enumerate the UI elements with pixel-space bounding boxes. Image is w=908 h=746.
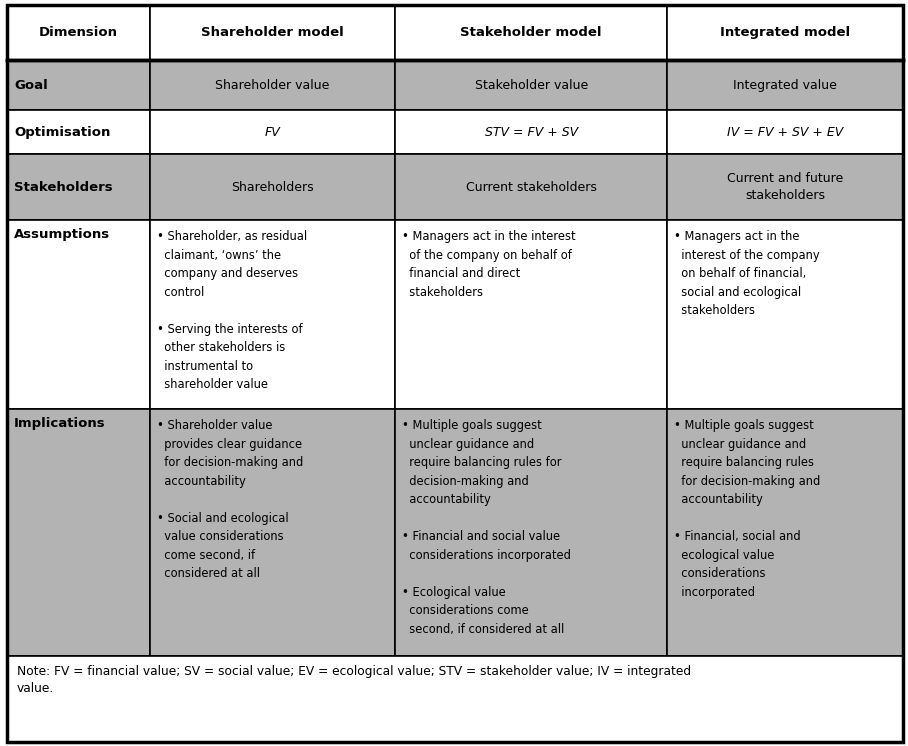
Text: Assumptions: Assumptions	[14, 228, 110, 241]
Bar	[667, 220, 903, 410]
Text: FV: FV	[265, 126, 281, 139]
Bar	[667, 110, 903, 154]
Text: STV = FV + SV: STV = FV + SV	[485, 126, 577, 139]
Text: • Shareholder value
  provides clear guidance
  for decision-making and
  accoun: • Shareholder value provides clear guida…	[157, 419, 303, 580]
Bar	[667, 410, 903, 656]
Text: Stakeholders: Stakeholders	[14, 181, 113, 194]
Bar	[395, 60, 667, 110]
Text: • Multiple goals suggest
  unclear guidance and
  require balancing rules for
  : • Multiple goals suggest unclear guidanc…	[402, 419, 571, 636]
Text: Integrated value: Integrated value	[734, 78, 837, 92]
Text: Current and future
stakeholders: Current and future stakeholders	[727, 172, 844, 202]
Text: Integrated model: Integrated model	[720, 26, 850, 39]
Text: Current stakeholders: Current stakeholders	[466, 181, 597, 194]
Bar	[7, 410, 150, 656]
Text: Dimension: Dimension	[39, 26, 118, 39]
Bar	[150, 110, 395, 154]
Text: • Multiple goals suggest
  unclear guidance and
  require balancing rules
  for : • Multiple goals suggest unclear guidanc…	[675, 419, 821, 599]
Bar	[150, 410, 395, 656]
Text: Shareholder value: Shareholder value	[215, 78, 330, 92]
Text: • Managers act in the interest
  of the company on behalf of
  financial and dir: • Managers act in the interest of the co…	[402, 231, 576, 299]
Bar	[7, 656, 903, 742]
Bar	[667, 154, 903, 220]
Text: IV = FV + SV + EV: IV = FV + SV + EV	[727, 126, 844, 139]
Bar	[667, 5, 903, 60]
Bar	[395, 110, 667, 154]
Bar	[395, 5, 667, 60]
Text: • Shareholder, as residual
  claimant, ‘owns’ the
  company and deserves
  contr: • Shareholder, as residual claimant, ‘ow…	[157, 231, 307, 392]
Text: Stakeholder model: Stakeholder model	[460, 26, 602, 39]
Bar	[395, 154, 667, 220]
Text: Shareholders: Shareholders	[232, 181, 314, 194]
Bar	[150, 154, 395, 220]
Bar	[395, 220, 667, 410]
Text: Shareholder model: Shareholder model	[202, 26, 344, 39]
Bar	[150, 5, 395, 60]
Text: Optimisation: Optimisation	[14, 126, 111, 139]
Text: Goal: Goal	[14, 78, 48, 92]
Bar	[7, 60, 150, 110]
Bar	[7, 220, 150, 410]
Text: • Managers act in the
  interest of the company
  on behalf of financial,
  soci: • Managers act in the interest of the co…	[675, 231, 820, 317]
Bar	[667, 60, 903, 110]
Bar	[7, 154, 150, 220]
Bar	[150, 220, 395, 410]
Bar	[150, 60, 395, 110]
Bar	[7, 5, 150, 60]
Text: Note: FV = financial value; SV = social value; EV = ecological value; STV = stak: Note: FV = financial value; SV = social …	[17, 665, 691, 695]
Text: Stakeholder value: Stakeholder value	[475, 78, 587, 92]
Text: Implications: Implications	[14, 417, 105, 430]
Bar	[395, 410, 667, 656]
Bar	[7, 110, 150, 154]
